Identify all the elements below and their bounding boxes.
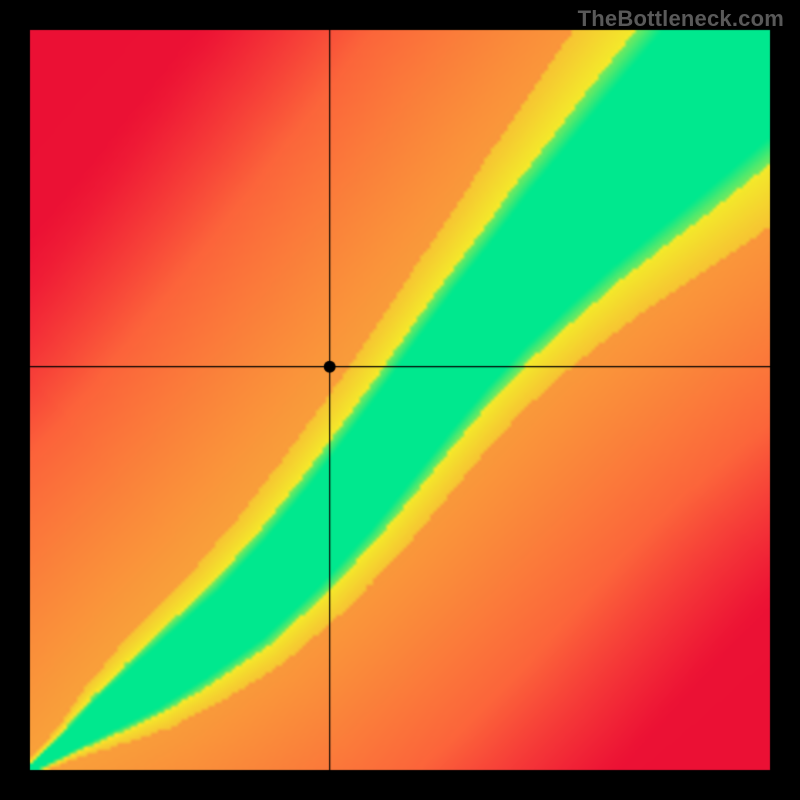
watermark-text: TheBottleneck.com <box>578 6 784 32</box>
chart-container: TheBottleneck.com <box>0 0 800 800</box>
heatmap-canvas <box>0 0 800 800</box>
